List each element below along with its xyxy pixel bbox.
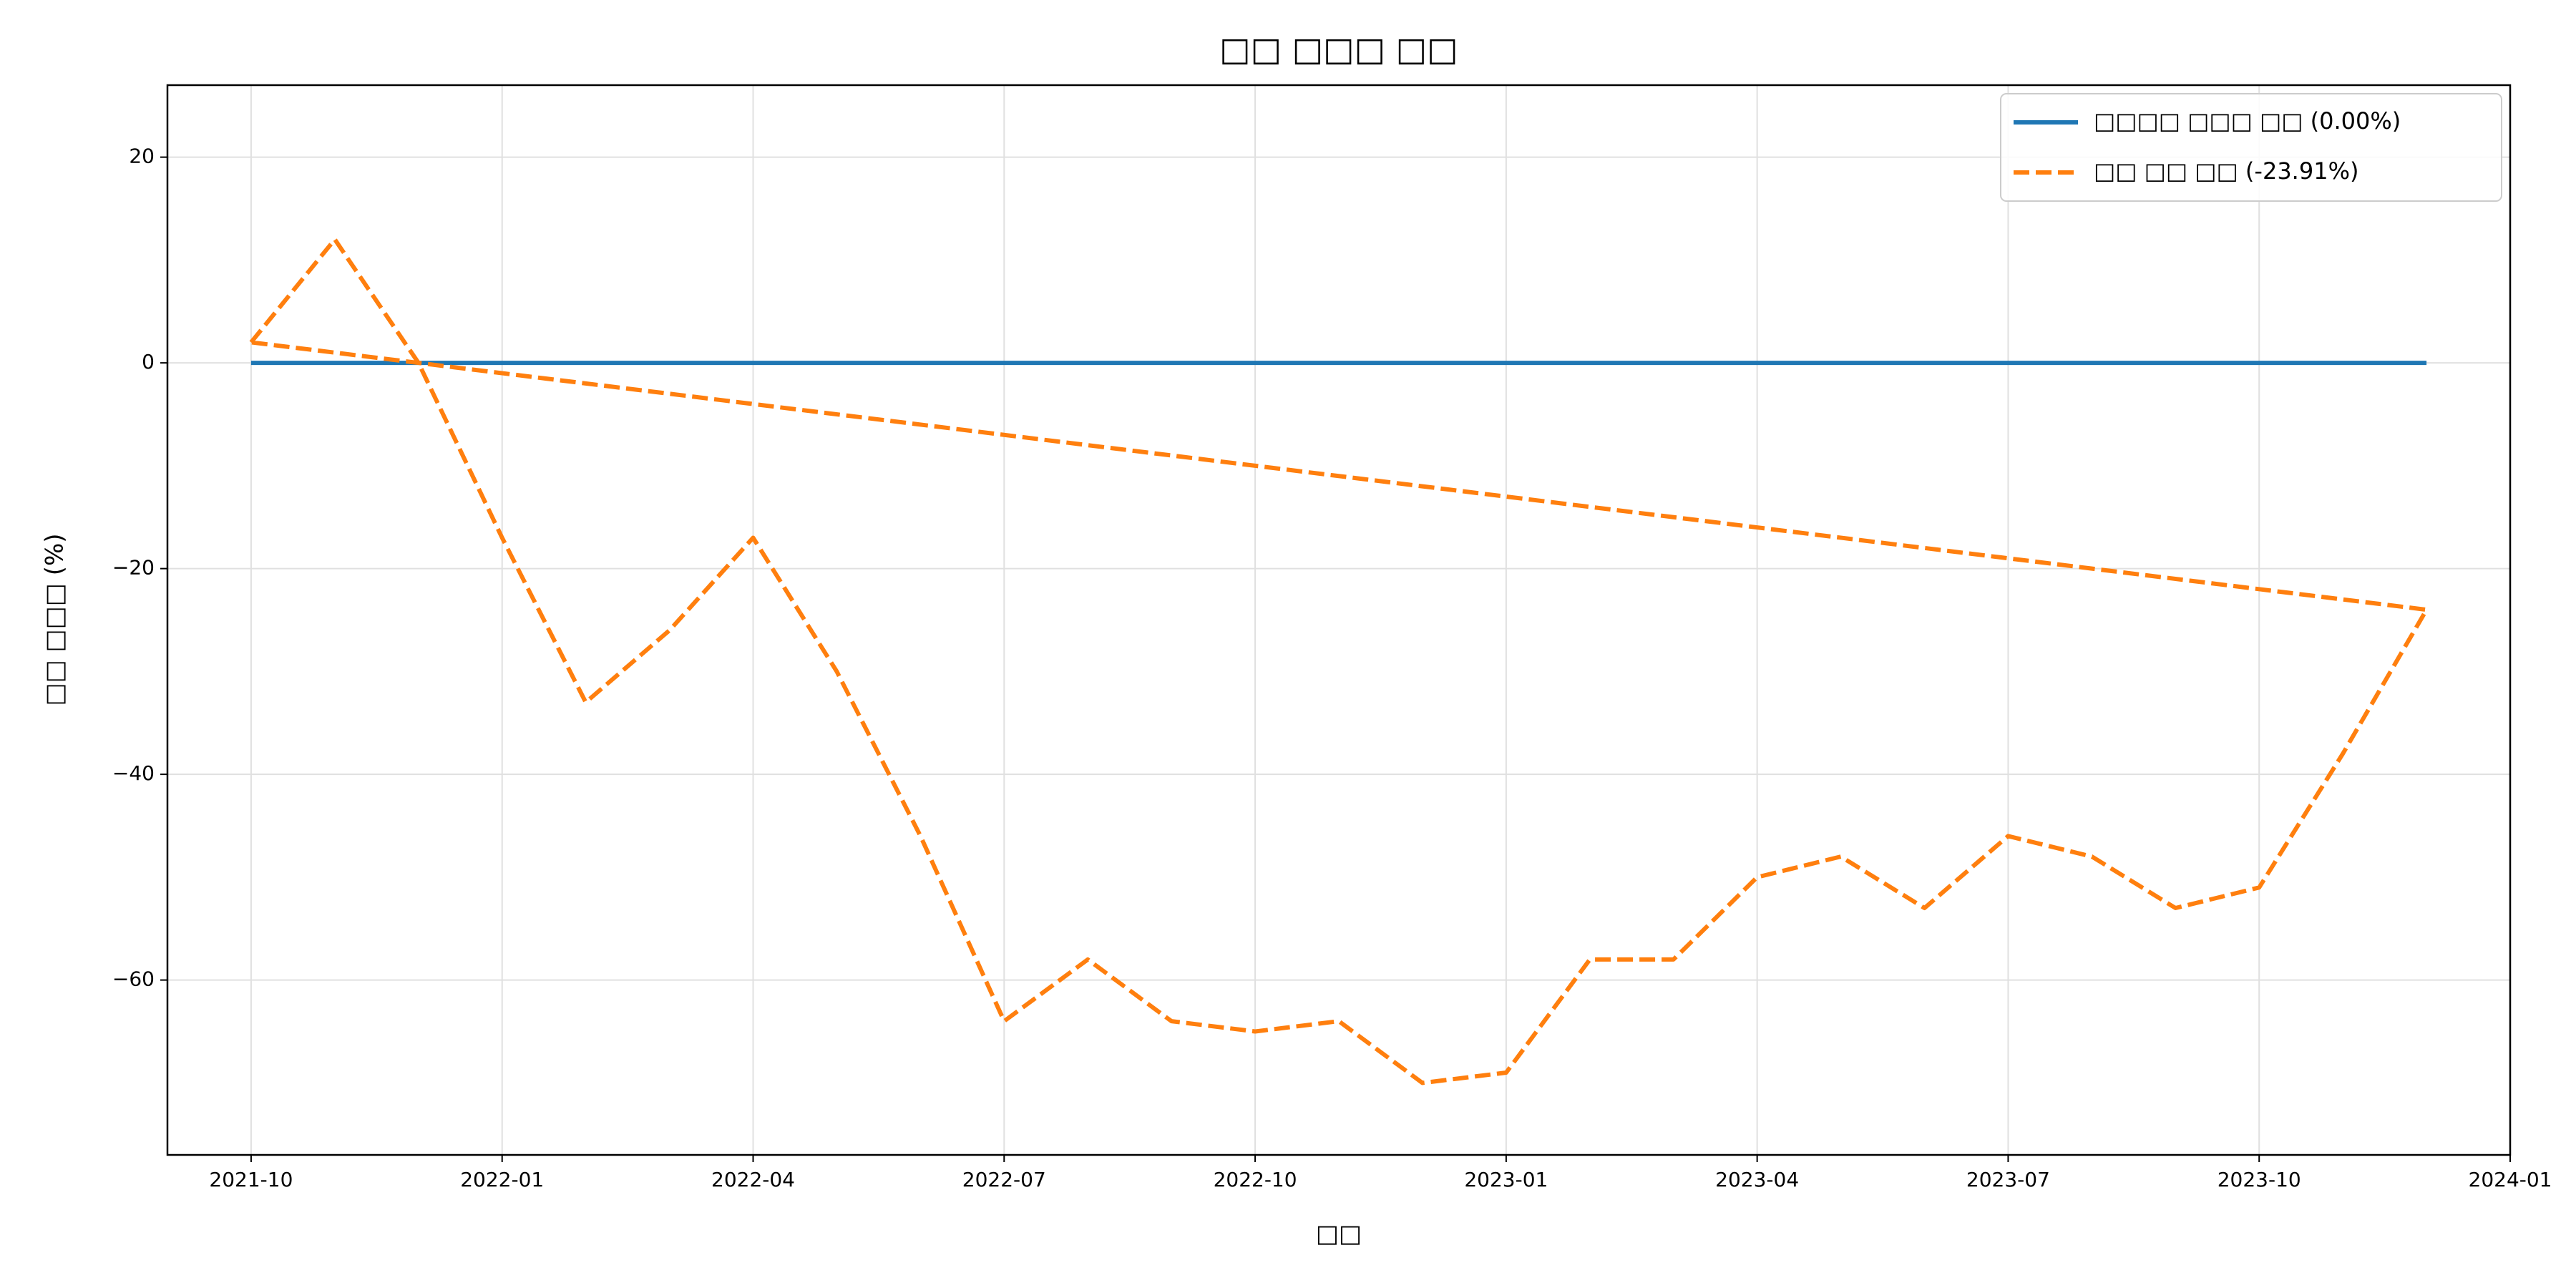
legend-box — [2000, 93, 2502, 202]
chart-title: □□ □□□ □□ — [1219, 30, 1458, 69]
legend-label: □□ □□ □□ (-23.91%) — [2094, 157, 2358, 185]
x-tick-label: 2022-01 — [460, 1168, 544, 1191]
series-line — [249, 237, 2429, 1085]
x-tick-label: 2023-01 — [1464, 1168, 1548, 1191]
x-tick-label: 2021-10 — [209, 1168, 293, 1191]
y-tick-label: −60 — [112, 967, 155, 991]
x-tick-label: 2023-07 — [1966, 1168, 2050, 1191]
x-tick-label: 2022-04 — [711, 1168, 795, 1191]
y-tick-label: 0 — [142, 350, 155, 374]
y-axis-label: □□ □□□ (%) — [41, 533, 69, 706]
x-tick-label: 2023-10 — [2218, 1168, 2301, 1191]
y-tick-label: 20 — [129, 145, 155, 168]
x-tick-label: 2022-10 — [1214, 1168, 1297, 1191]
plot-frame — [166, 84, 2512, 1156]
x-tick-label: 2022-07 — [962, 1168, 1046, 1191]
legend-label: □□□□ □□□ □□ (0.00%) — [2094, 107, 2401, 135]
y-tick-label: −20 — [112, 556, 155, 580]
y-tick-label: −40 — [112, 761, 155, 785]
x-axis-label: □□ — [1316, 1220, 1362, 1249]
x-tick-label: 2023-04 — [1715, 1168, 1799, 1191]
x-tick-label: 2024-01 — [2469, 1168, 2552, 1191]
